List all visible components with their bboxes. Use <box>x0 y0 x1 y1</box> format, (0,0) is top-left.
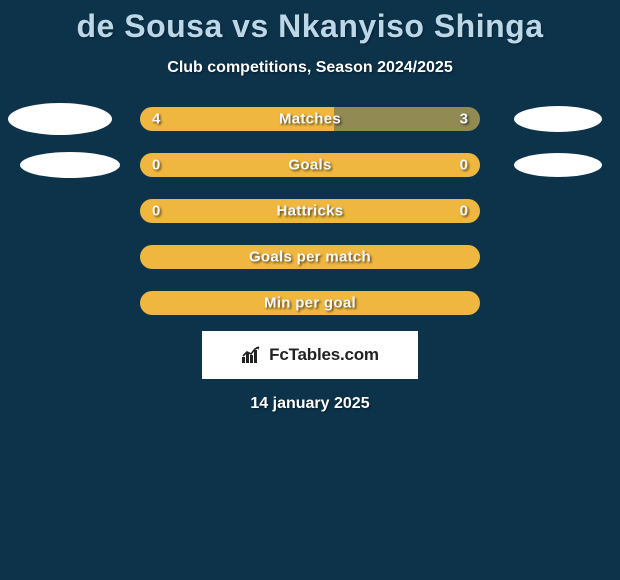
stat-value-right: 0 <box>460 203 468 220</box>
stat-label: Hattricks <box>140 203 480 220</box>
stat-bar: Goals0 0 <box>140 153 480 177</box>
stats-rows: Matches43Goals00Hattricks00Goals per mat… <box>0 107 620 315</box>
stat-bar: Hattricks0 0 <box>140 199 480 223</box>
stat-bar: Min per goal <box>140 291 480 315</box>
stat-row: Min per goal <box>0 291 620 315</box>
branding-text: FcTables.com <box>269 345 379 365</box>
stat-bar: Goals per match <box>140 245 480 269</box>
stat-value-right: 3 <box>460 111 468 128</box>
stat-value-left: 0 <box>152 203 160 220</box>
stat-label: Min per goal <box>140 295 480 312</box>
stat-value-left: 0 <box>152 157 160 174</box>
stat-bar: Matches4 3 <box>140 107 480 131</box>
stat-row: Matches4 3 <box>0 107 620 131</box>
stat-row: Goals0 0 <box>0 153 620 177</box>
decoration-ellipse <box>514 153 602 177</box>
date-text: 14 january 2025 <box>0 395 620 413</box>
decoration-ellipse <box>8 103 112 135</box>
page-subtitle: Club competitions, Season 2024/2025 <box>0 59 620 77</box>
stat-value-left: 4 <box>152 111 160 128</box>
stat-value-right: 0 <box>460 157 468 174</box>
stat-label: Matches <box>140 111 480 128</box>
branding-box: FcTables.com <box>202 331 418 379</box>
page-title: de Sousa vs Nkanyiso Shinga <box>0 0 620 45</box>
decoration-ellipse <box>514 106 602 132</box>
stat-label: Goals <box>140 157 480 174</box>
stat-row: Goals per match <box>0 245 620 269</box>
decoration-ellipse <box>20 152 120 178</box>
stat-row: Hattricks0 0 <box>0 199 620 223</box>
branding-chart-icon <box>241 345 263 365</box>
stat-label: Goals per match <box>140 249 480 266</box>
